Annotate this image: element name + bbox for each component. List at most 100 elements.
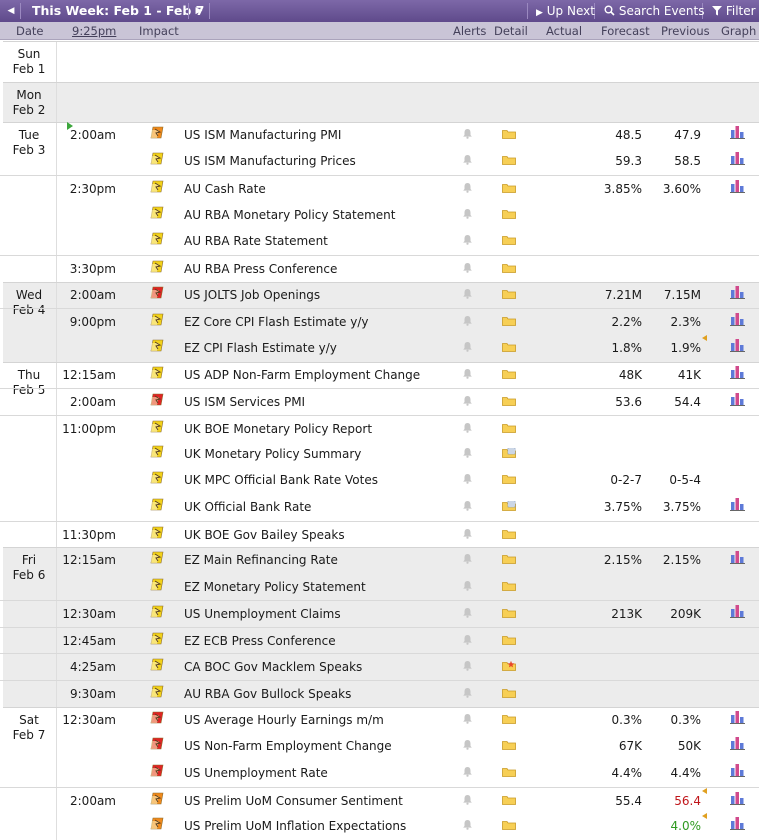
impact-low-icon[interactable] [150,441,164,458]
folder-icon[interactable] [502,122,516,139]
bell-icon[interactable] [462,441,473,458]
bar-chart-icon[interactable] [730,760,745,777]
detail-folder-star-icon[interactable] [502,654,516,671]
event-title[interactable]: UK BOE Gov Bailey Speaks [184,528,345,542]
bar-chart-icon[interactable] [730,122,745,139]
event-title[interactable]: AU Cash Rate [184,182,266,196]
bell-icon[interactable] [462,547,473,564]
revised-arrow-icon[interactable] [702,335,707,341]
event-row[interactable]: 2:00am US ISM Services PMI 53.6 54.4 [0,388,759,415]
bar-chart-icon[interactable] [730,707,745,724]
bell-icon[interactable] [462,628,473,645]
event-row[interactable]: 9:30am AU RBA Gov Bullock Speaks [0,680,759,707]
event-title[interactable]: US ADP Non-Farm Employment Change [184,368,421,382]
folder-icon[interactable] [502,389,516,406]
event-title[interactable]: AU RBA Rate Statement [184,234,328,248]
bar-chart-icon[interactable] [730,362,745,379]
event-row[interactable]: AU RBA Rate Statement [0,228,759,255]
impact-low-icon[interactable] [150,309,164,326]
event-row[interactable]: US Unemployment Rate 4.4% 4.4% [0,760,759,787]
folder-icon[interactable] [502,148,516,165]
bar-chart-icon[interactable] [730,788,745,805]
impact-low-icon[interactable] [150,574,164,591]
impact-low-icon[interactable] [150,416,164,433]
event-row[interactable]: UK Monetary Policy Summary [0,441,759,468]
up-next-button[interactable]: ▶ Up Next [536,0,595,22]
bar-chart-icon[interactable] [730,547,745,564]
event-title[interactable]: EZ Main Refinancing Rate [184,553,338,567]
bell-icon[interactable] [462,733,473,750]
event-title[interactable]: UK BOE Monetary Policy Report [184,422,373,436]
event-row[interactable]: 12:30am US Average Hourly Earnings m/m 0.3… [0,707,759,734]
event-row[interactable]: AU RBA Monetary Policy Statement [0,202,759,229]
event-row[interactable]: 12:15am US ADP Non-Farm Employment Change… [0,362,759,389]
event-title[interactable]: EZ ECB Press Conference [184,634,336,648]
previous-week-button[interactable]: ◀ [2,0,20,22]
folder-icon[interactable] [502,681,516,698]
folder-icon[interactable] [502,416,516,433]
event-title[interactable]: US Unemployment Claims [184,607,341,621]
event-row[interactable]: UK Official Bank Rate 3.75% 3.75% [0,494,759,521]
bar-chart-icon[interactable] [730,148,745,165]
bell-icon[interactable] [462,522,473,539]
event-row[interactable]: 11:00pm UK BOE Monetary Policy Report [0,415,759,442]
event-title[interactable]: US Prelim UoM Consumer Sentiment [184,794,403,808]
bell-icon[interactable] [462,467,473,484]
folder-icon[interactable] [502,282,516,299]
event-title[interactable]: US ISM Manufacturing Prices [184,154,356,168]
bell-icon[interactable] [462,707,473,724]
event-row[interactable]: 2:00am US ISM Manufacturing PMI 48.5 47.9 [0,122,759,149]
impact-low-icon[interactable] [150,494,164,511]
bar-chart-icon[interactable] [730,733,745,750]
impact-medium-icon[interactable] [150,122,164,139]
folder-icon[interactable] [502,813,516,830]
event-row[interactable]: US Non-Farm Employment Change 67K 50K [0,733,759,760]
impact-low-icon[interactable] [150,601,164,618]
bell-icon[interactable] [462,681,473,698]
folder-icon[interactable] [502,522,516,539]
impact-low-icon[interactable] [150,628,164,645]
bar-chart-icon[interactable] [730,601,745,618]
event-title[interactable]: UK Monetary Policy Summary [184,447,362,461]
event-row[interactable]: 12:15am EZ Main Refinancing Rate 2.15% 2.15… [0,547,759,574]
event-row[interactable]: US ISM Manufacturing Prices 59.3 58.5 [0,148,759,175]
bell-icon[interactable] [462,601,473,618]
bell-icon[interactable] [462,148,473,165]
event-row[interactable]: UK MPC Official Bank Rate Votes 0-2-7 0-5-… [0,467,759,494]
folder-icon[interactable] [502,733,516,750]
bell-icon[interactable] [462,176,473,193]
bell-icon[interactable] [462,574,473,591]
impact-low-icon[interactable] [150,202,164,219]
bar-chart-icon[interactable] [730,494,745,511]
impact-low-icon[interactable] [150,176,164,193]
impact-low-icon[interactable] [150,362,164,379]
next-week-button[interactable]: ▶ [190,0,208,22]
bar-chart-icon[interactable] [730,335,745,352]
bell-icon[interactable] [462,202,473,219]
event-title[interactable]: US Unemployment Rate [184,766,328,780]
bell-icon[interactable] [462,362,473,379]
event-title[interactable]: EZ Monetary Policy Statement [184,580,366,594]
folder-icon[interactable] [502,467,516,484]
detail-folder-document-icon[interactable] [502,441,516,458]
bell-icon[interactable] [462,494,473,511]
bell-icon[interactable] [462,228,473,245]
current-time-link[interactable]: 9:25pm [72,24,117,38]
detail-folder-document-icon[interactable] [502,494,516,511]
bar-chart-icon[interactable] [730,309,745,326]
folder-icon[interactable] [502,228,516,245]
event-title[interactable]: EZ Core CPI Flash Estimate y/y [184,315,369,329]
event-row[interactable]: 2:00am US JOLTS Job Openings 7.21M 7.15M [0,282,759,309]
bell-icon[interactable] [462,813,473,830]
event-title[interactable]: UK Official Bank Rate [184,500,312,514]
folder-icon[interactable] [502,202,516,219]
search-events-button[interactable]: Search Events [604,0,705,22]
folder-icon[interactable] [502,256,516,273]
bell-icon[interactable] [462,760,473,777]
folder-icon[interactable] [502,574,516,591]
bell-icon[interactable] [462,309,473,326]
event-row[interactable]: US Prelim UoM Inflation Expectations 4.0% [0,813,759,840]
folder-icon[interactable] [502,707,516,724]
event-title[interactable]: UK MPC Official Bank Rate Votes [184,473,378,487]
event-row[interactable]: 2:30pm AU Cash Rate 3.85% 3.60% [0,175,759,202]
